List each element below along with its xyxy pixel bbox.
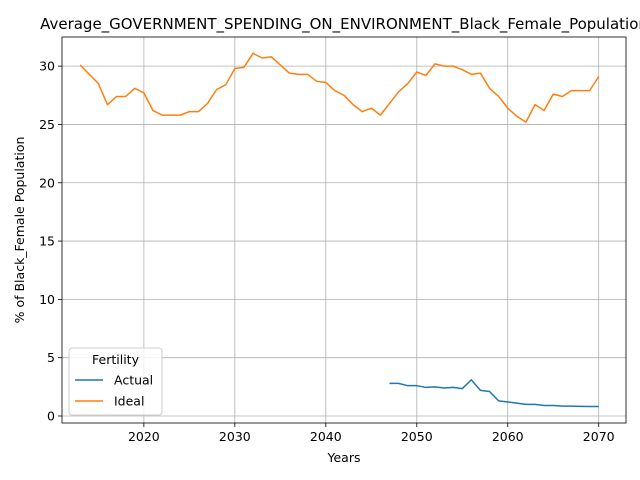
series-lines [79,52,600,408]
x-axis-ticks: 2020 2030 2040 2050 2060 2070 [128,423,615,444]
series-line-ideal [79,52,600,123]
x-tick-label: 2060 [492,429,524,444]
legend-title: Fertility [92,352,140,367]
y-tick-label: 10 [39,292,55,307]
y-tick-label: 20 [39,175,55,190]
x-tick-label: 2030 [219,429,251,444]
legend-box [68,347,163,416]
x-tick-label: 2050 [401,429,433,444]
legend-label-actual: Actual [114,373,153,388]
y-tick-label: 15 [39,234,55,249]
y-tick-label: 25 [39,117,55,132]
series-line-actual [389,379,599,408]
axes-frame [61,36,627,424]
y-tick-label: 0 [47,409,55,424]
x-tick-label: 2040 [310,429,342,444]
x-axis-label: Years [327,450,361,465]
y-axis-ticks: 0 5 10 15 20 25 30 [39,59,62,424]
legend: Fertility Actual Ideal [68,347,163,416]
y-tick-label: 30 [39,59,55,74]
x-tick-label: 2070 [583,429,615,444]
y-tick-label: 5 [47,350,55,365]
chart-title: Average_GOVERNMENT_SPENDING_ON_ENVIRONME… [40,15,640,34]
x-tick-label: 2020 [128,429,160,444]
y-axis-label: % of Black_Female Population [12,137,27,324]
legend-label-ideal: Ideal [114,394,144,409]
